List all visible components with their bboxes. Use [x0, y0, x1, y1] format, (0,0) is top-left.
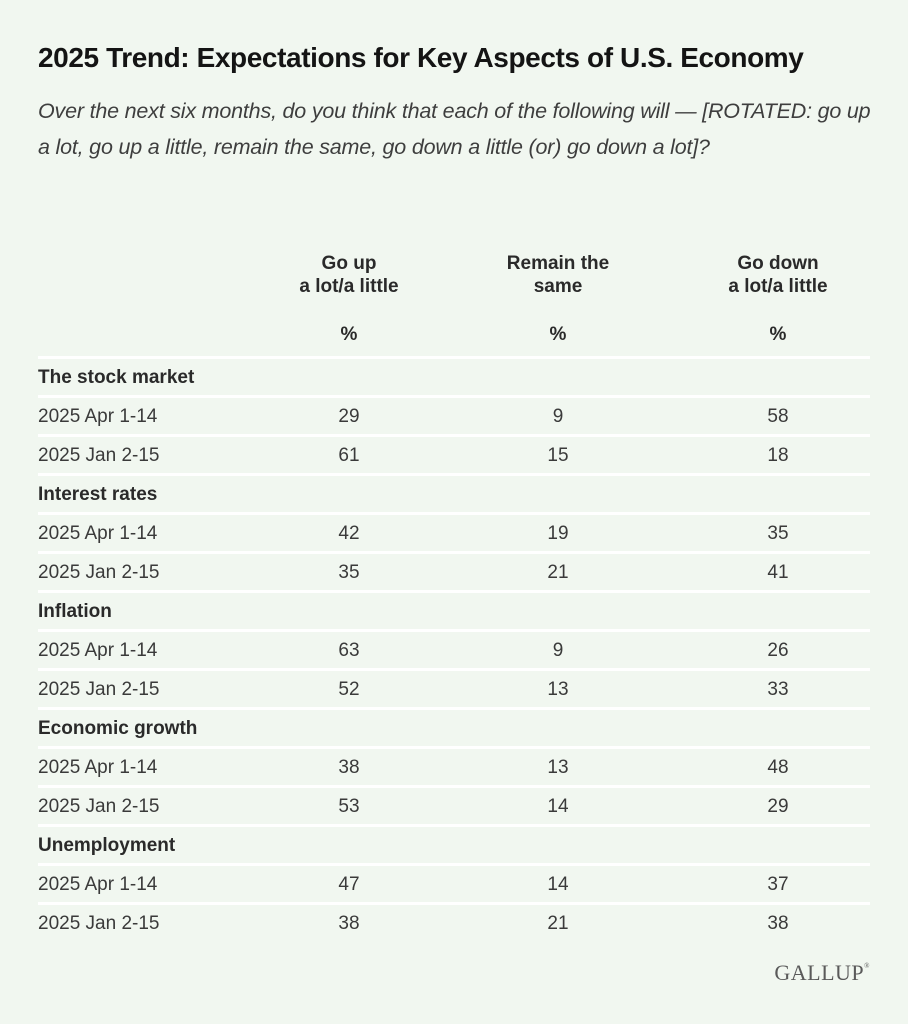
period-label: 2025 Apr 1-14	[38, 523, 158, 544]
registered-mark: ®	[864, 962, 870, 970]
value-remain-same: 14	[547, 874, 569, 895]
table-row: 2025 Apr 1-14 63 9 26	[38, 629, 870, 668]
column-header-unit: %	[769, 324, 787, 345]
group-label: Unemployment	[38, 835, 176, 856]
value-go-up: 61	[338, 445, 360, 466]
table-row: 2025 Apr 1-14 47 14 37	[38, 863, 870, 902]
value-go-up: 42	[338, 523, 360, 544]
group-row: The stock market	[38, 356, 870, 395]
value-remain-same: 14	[547, 796, 569, 817]
value-go-down: 35	[767, 523, 789, 544]
value-remain-same: 21	[547, 913, 569, 934]
value-go-down: 48	[767, 757, 789, 778]
value-go-down: 37	[767, 874, 789, 895]
column-header-label-line1: Go up	[321, 253, 377, 274]
group-row: Economic growth	[38, 707, 870, 746]
period-label: 2025 Apr 1-14	[38, 874, 158, 895]
period-label: 2025 Apr 1-14	[38, 757, 158, 778]
group-label: Inflation	[38, 601, 112, 622]
group-label: Interest rates	[38, 484, 158, 505]
value-remain-same: 13	[547, 757, 569, 778]
value-go-down: 38	[767, 913, 789, 934]
value-remain-same: 9	[552, 640, 564, 661]
table-row: 2025 Jan 2-15 52 13 33	[38, 668, 870, 707]
value-go-down: 58	[767, 406, 789, 427]
value-go-down: 29	[767, 796, 789, 817]
value-go-down: 33	[767, 679, 789, 700]
period-label: 2025 Apr 1-14	[38, 640, 158, 661]
value-go-down: 26	[767, 640, 789, 661]
value-go-up: 47	[338, 874, 360, 895]
column-header-go-up: Go up a lot/a little %	[249, 252, 449, 346]
chart-subtitle: Over the next six months, do you think t…	[38, 99, 871, 159]
value-go-up: 35	[338, 562, 360, 583]
brand-name: GALLUP	[774, 960, 865, 985]
gallup-logo: GALLUP®	[774, 960, 870, 986]
column-header-unit: %	[340, 324, 358, 345]
value-remain-same: 15	[547, 445, 569, 466]
table-row: 2025 Jan 2-15 61 15 18	[38, 434, 870, 473]
value-go-down: 18	[767, 445, 789, 466]
value-remain-same: 21	[547, 562, 569, 583]
value-go-up: 52	[338, 679, 360, 700]
data-table-body: The stock market 2025 Apr 1-14 29 9 58 2025 J…	[38, 356, 870, 941]
period-label: 2025 Jan 2-15	[38, 445, 160, 466]
group-row: Unemployment	[38, 824, 870, 863]
table-row: 2025 Apr 1-14 38 13 48	[38, 746, 870, 785]
column-header-label-line2: same	[533, 276, 583, 297]
value-remain-same: 19	[547, 523, 569, 544]
column-header-go-down: Go down a lot/a little %	[678, 252, 878, 346]
value-go-up: 38	[338, 913, 360, 934]
column-header-label-line2: a lot/a little	[728, 276, 828, 297]
group-row: Interest rates	[38, 473, 870, 512]
table-row: 2025 Jan 2-15 53 14 29	[38, 785, 870, 824]
table-row: 2025 Jan 2-15 38 21 38	[38, 902, 870, 941]
group-label: Economic growth	[38, 718, 198, 739]
period-label: 2025 Jan 2-15	[38, 796, 160, 817]
column-header-unit: %	[549, 324, 567, 345]
column-header-label-line1: Go down	[737, 253, 819, 274]
value-go-up: 63	[338, 640, 360, 661]
value-go-up: 29	[338, 406, 360, 427]
group-label: The stock market	[38, 367, 195, 388]
value-go-down: 41	[767, 562, 789, 583]
period-label: 2025 Jan 2-15	[38, 913, 160, 934]
value-go-up: 38	[338, 757, 360, 778]
table-row: 2025 Jan 2-15 35 21 41	[38, 551, 870, 590]
period-label: 2025 Jan 2-15	[38, 679, 160, 700]
period-label: 2025 Jan 2-15	[38, 562, 160, 583]
column-header-remain-same: Remain the same %	[458, 252, 658, 346]
column-header-label-line1: Remain the	[506, 253, 610, 274]
value-remain-same: 13	[547, 679, 569, 700]
column-header-label-line2: a lot/a little	[299, 276, 399, 297]
group-row: Inflation	[38, 590, 870, 629]
table-row: 2025 Apr 1-14 29 9 58	[38, 395, 870, 434]
table-row: 2025 Apr 1-14 42 19 35	[38, 512, 870, 551]
value-remain-same: 9	[552, 406, 564, 427]
value-go-up: 53	[338, 796, 360, 817]
chart-title: 2025 Trend: Expectations for Key Aspects…	[38, 42, 804, 73]
period-label: 2025 Apr 1-14	[38, 406, 158, 427]
